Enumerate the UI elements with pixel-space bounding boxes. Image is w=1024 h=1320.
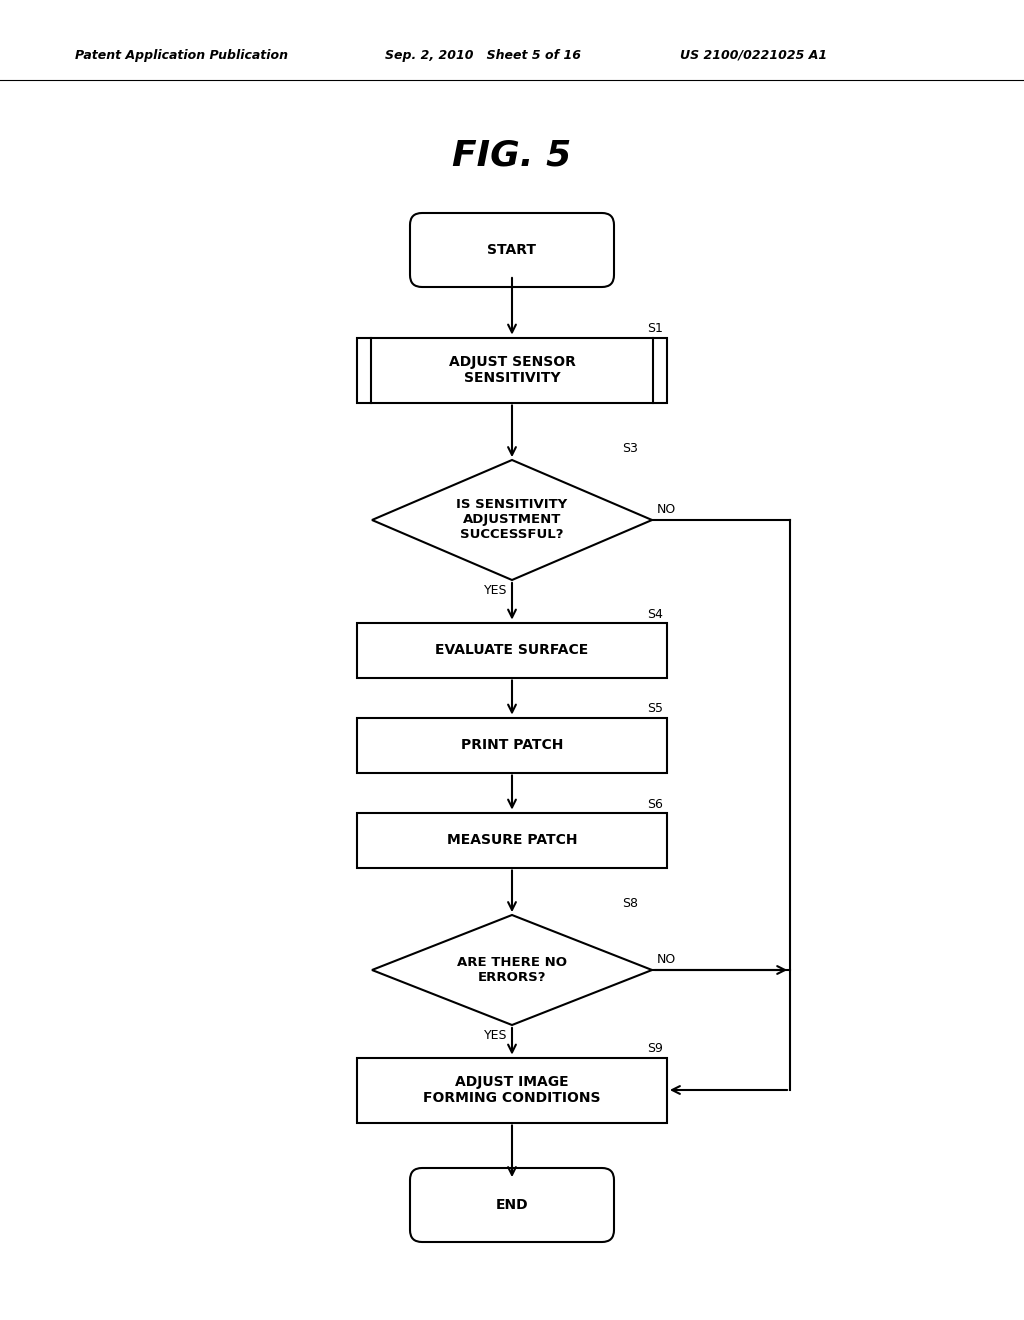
Text: S4: S4	[647, 607, 663, 620]
FancyBboxPatch shape	[410, 1168, 614, 1242]
Text: YES: YES	[483, 583, 507, 597]
Text: PRINT PATCH: PRINT PATCH	[461, 738, 563, 752]
Text: ADJUST SENSOR
SENSITIVITY: ADJUST SENSOR SENSITIVITY	[449, 355, 575, 385]
Text: S9: S9	[647, 1043, 663, 1056]
Bar	[357, 1057, 667, 1122]
Text: S3: S3	[622, 442, 638, 455]
Text: MEASURE PATCH: MEASURE PATCH	[446, 833, 578, 847]
Text: ADJUST IMAGE
FORMING CONDITIONS: ADJUST IMAGE FORMING CONDITIONS	[423, 1074, 601, 1105]
Text: YES: YES	[483, 1030, 507, 1041]
Bar	[357, 623, 667, 677]
Polygon shape	[372, 459, 652, 579]
Text: FIG. 5: FIG. 5	[453, 139, 571, 172]
Text: S8: S8	[622, 898, 638, 909]
Text: S1: S1	[647, 322, 663, 335]
Text: ARE THERE NO
ERRORS?: ARE THERE NO ERRORS?	[457, 956, 567, 983]
Text: NO: NO	[657, 953, 676, 966]
Text: Sep. 2, 2010   Sheet 5 of 16: Sep. 2, 2010 Sheet 5 of 16	[385, 49, 581, 62]
Polygon shape	[372, 915, 652, 1026]
Bar	[357, 813, 667, 867]
Text: S6: S6	[647, 797, 663, 810]
Text: START: START	[487, 243, 537, 257]
Text: US 2100/0221025 A1: US 2100/0221025 A1	[680, 49, 827, 62]
FancyBboxPatch shape	[410, 213, 614, 286]
Text: S5: S5	[647, 702, 663, 715]
Text: Patent Application Publication: Patent Application Publication	[75, 49, 288, 62]
Bar	[357, 338, 667, 403]
Text: END: END	[496, 1199, 528, 1212]
Bar	[357, 718, 667, 772]
Text: NO: NO	[657, 503, 676, 516]
Text: EVALUATE SURFACE: EVALUATE SURFACE	[435, 643, 589, 657]
Text: IS SENSITIVITY
ADJUSTMENT
SUCCESSFUL?: IS SENSITIVITY ADJUSTMENT SUCCESSFUL?	[457, 499, 567, 541]
